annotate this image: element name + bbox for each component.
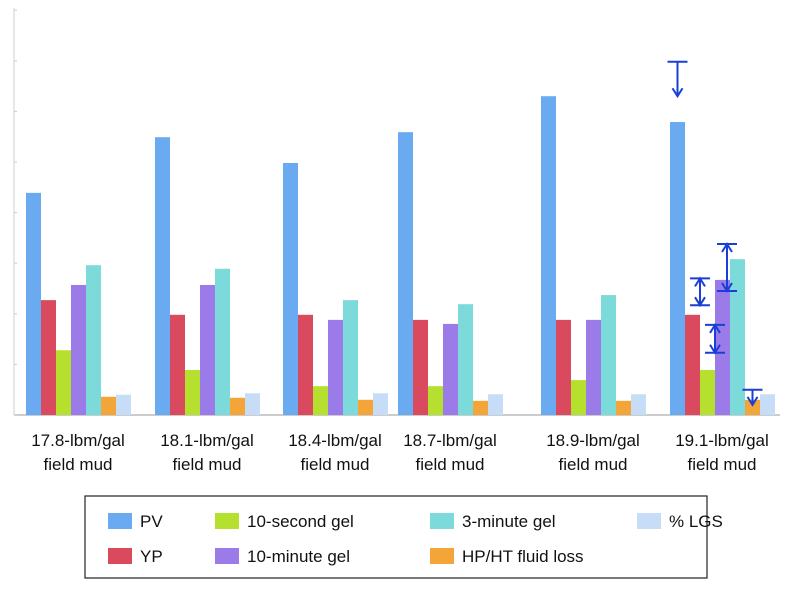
x-tick-label: field mud <box>301 455 370 474</box>
bar-10-second-gel <box>700 369 715 415</box>
x-tick-label: 18.1-lbm/gal <box>160 431 254 450</box>
bar-10-minute-gel <box>586 319 601 415</box>
legend-item: HP/HT fluid loss <box>430 547 584 566</box>
bar-hp-ht-fluid-loss <box>230 397 245 415</box>
legend-label: HP/HT fluid loss <box>462 547 584 566</box>
legend-box <box>84 495 708 579</box>
x-tick-label: 17.8-lbm/gal <box>31 431 125 450</box>
bar-3-minute-gel <box>343 300 358 415</box>
x-tick-label: 19.1-lbm/gal <box>675 431 769 450</box>
annotation-arrow <box>690 276 710 308</box>
legend-item: PV <box>108 512 163 531</box>
annotation-arrow <box>667 60 688 99</box>
bar--lgs <box>245 393 260 415</box>
bar-pv <box>26 192 41 415</box>
legend-label: 3-minute gel <box>462 512 556 531</box>
bar-10-minute-gel <box>715 279 730 415</box>
x-tick-label: field mud <box>173 455 242 474</box>
bar-10-second-gel <box>185 369 200 415</box>
arrow-head <box>671 87 684 99</box>
x-tick-label: field mud <box>559 455 628 474</box>
bar-10-second-gel <box>56 350 71 415</box>
bar-pv <box>541 96 556 415</box>
legend-item: 3-minute gel <box>430 512 556 531</box>
x-tick-label: field mud <box>688 455 757 474</box>
legend-swatch <box>637 513 661 529</box>
bar-yp <box>685 314 700 415</box>
bar--lgs <box>631 394 646 415</box>
bar-hp-ht-fluid-loss <box>616 400 631 415</box>
annotation-arrow <box>742 388 763 407</box>
arrow-head <box>721 242 733 253</box>
bar-yp <box>413 319 428 415</box>
bar-hp-ht-fluid-loss <box>473 400 488 415</box>
bar-3-minute-gel <box>458 304 473 415</box>
arrow-head <box>694 276 706 287</box>
bar-yp <box>170 314 185 415</box>
bar-pv <box>283 163 298 415</box>
bar--lgs <box>116 394 131 415</box>
bar--lgs <box>488 394 503 415</box>
bar-hp-ht-fluid-loss <box>358 399 373 415</box>
bar-10-minute-gel <box>328 319 343 415</box>
legend-item: 10-minute gel <box>215 547 350 566</box>
bar-hp-ht-fluid-loss <box>745 399 760 415</box>
bar--lgs <box>373 393 388 415</box>
x-tick-label: field mud <box>44 455 113 474</box>
bar-10-second-gel <box>428 386 443 415</box>
legend-swatch <box>215 513 239 529</box>
legend-item: % LGS <box>637 512 723 531</box>
legend-label: YP <box>140 547 163 566</box>
bar-3-minute-gel <box>86 265 101 415</box>
legend-swatch <box>108 513 132 529</box>
x-tick-label: 18.7-lbm/gal <box>403 431 497 450</box>
annotation-arrow <box>717 242 737 293</box>
bar-10-second-gel <box>571 380 586 415</box>
bar--lgs <box>760 394 775 415</box>
legend: PV YP 10-second gel 10-minute gel 3-minute g… <box>84 495 723 579</box>
legend-swatch <box>430 513 454 529</box>
legend-label: 10-second gel <box>247 512 354 531</box>
legend-label: 10-minute gel <box>247 547 350 566</box>
legend-swatch <box>430 548 454 564</box>
legend-swatch <box>215 548 239 564</box>
arrow-head <box>746 396 759 407</box>
bar-10-second-gel <box>313 386 328 415</box>
x-tick-label: field mud <box>416 455 485 474</box>
x-tick-label: 18.9-lbm/gal <box>546 431 640 450</box>
legend-swatch <box>108 548 132 564</box>
arrow-head <box>709 323 721 334</box>
bar-3-minute-gel <box>601 295 616 415</box>
bar-10-minute-gel <box>443 323 458 415</box>
bar-yp <box>41 300 56 415</box>
bar-hp-ht-fluid-loss <box>101 396 116 415</box>
bar-pv <box>670 122 685 415</box>
bar-pv <box>398 132 413 415</box>
bar-10-minute-gel <box>200 284 215 415</box>
legend-item: YP <box>108 547 163 566</box>
legend-item: 10-second gel <box>215 512 354 531</box>
legend-label: PV <box>140 512 163 531</box>
bar-3-minute-gel <box>730 259 745 415</box>
bar-yp <box>298 314 313 415</box>
legend-label: % LGS <box>669 512 723 531</box>
annotation-arrow <box>705 323 725 355</box>
bar-yp <box>556 319 571 415</box>
x-tick-label: 18.4-lbm/gal <box>288 431 382 450</box>
bar-10-minute-gel <box>71 284 86 415</box>
bar-3-minute-gel <box>215 268 230 415</box>
bar-pv <box>155 137 170 415</box>
